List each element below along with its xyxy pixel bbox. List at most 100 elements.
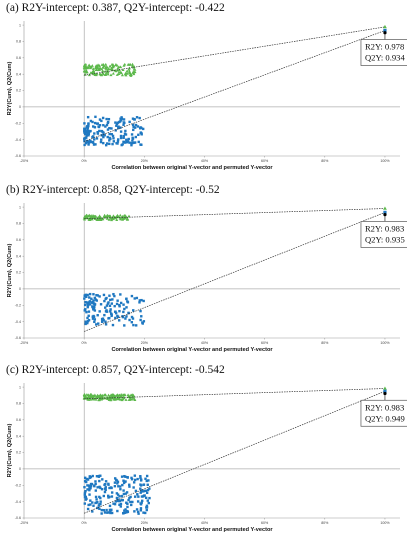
q2-permuted-point — [101, 116, 105, 120]
x-tick-label: 80% — [321, 521, 329, 525]
q2-permuted-point — [126, 510, 129, 513]
q2-original-point — [383, 210, 387, 215]
q2-permuted-point — [93, 132, 96, 135]
r2-permuted-point — [117, 397, 121, 401]
q2-permuted-point — [131, 139, 134, 142]
q2-permuted-point — [110, 491, 114, 494]
q2-permuted-point — [92, 299, 95, 302]
q2-permuted-point — [109, 310, 112, 313]
q2-permuted-point — [142, 490, 145, 493]
y-tick-label: 0.4 — [16, 72, 21, 76]
q2-permuted-point — [139, 318, 142, 322]
q2-permuted-point — [102, 124, 105, 127]
y-tick-label: -0.4 — [15, 500, 21, 504]
q2-permuted-point — [121, 483, 124, 487]
q2-permuted-point — [88, 292, 92, 296]
q2-permuted-point — [85, 310, 88, 314]
q2-permuted-point — [91, 501, 94, 504]
q2-permuted-point — [122, 303, 125, 306]
q2-permuted-point — [85, 497, 88, 501]
q2-permuted-point — [148, 487, 151, 490]
q2-permuted-point — [104, 125, 107, 128]
q2-permuted-point — [83, 143, 86, 147]
q2-permuted-point — [139, 126, 142, 129]
r2-permuted-point — [89, 397, 93, 401]
q2-permuted-point — [116, 509, 119, 513]
q2-permuted-point — [89, 119, 93, 123]
q2-permuted-point — [87, 310, 91, 313]
q2-permuted-point — [110, 313, 113, 316]
q2-permuted-point — [99, 140, 103, 144]
r2-permuted-point — [106, 213, 110, 217]
q2-permuted-point — [130, 476, 133, 480]
q2-permuted-point — [84, 141, 88, 145]
q2-permuted-point — [119, 119, 123, 122]
q2-permuted-point — [107, 494, 110, 498]
q2-permuted-point — [107, 117, 111, 121]
q2-permuted-point — [89, 129, 92, 133]
r2-permuted-point — [100, 397, 104, 401]
q2-permuted-point — [145, 504, 149, 508]
q2-permuted-point — [140, 495, 144, 498]
q2-permuted-point — [106, 121, 110, 125]
q2-permuted-point — [121, 498, 124, 502]
x-tick-label: 20% — [141, 521, 149, 525]
q2-permuted-point — [136, 500, 140, 503]
q2-permuted-point — [84, 300, 87, 304]
r2-original-point — [383, 386, 387, 390]
q2-permuted-point — [128, 483, 131, 486]
r2-permuted-point — [110, 395, 114, 399]
x-tick-label: -20% — [20, 341, 29, 345]
q2-permuted-point — [116, 498, 120, 502]
q2-permuted-point — [83, 476, 87, 480]
q2-permuted-point — [93, 309, 97, 312]
q2-permuted-point — [125, 297, 128, 301]
r2-permuted-point — [83, 395, 87, 399]
q2-permuted-point — [107, 317, 110, 320]
q2-permuted-point — [104, 297, 107, 301]
x-tick-label: 40% — [201, 341, 209, 345]
q2-permuted-point — [122, 118, 126, 121]
q2-permuted-point — [126, 505, 129, 509]
q2-permuted-point — [116, 314, 119, 318]
q2-permuted-point — [135, 508, 139, 511]
q2-permuted-point — [131, 137, 135, 140]
q2-permuted-point — [114, 316, 117, 320]
y-tick-label: -0.6 — [15, 154, 21, 158]
r2-permuted-point — [89, 217, 93, 220]
q2-permuted-point — [108, 508, 112, 512]
q2-permuted-point — [109, 486, 113, 489]
q2-original-point — [383, 389, 387, 393]
q2-permuted-point — [86, 507, 90, 511]
r2-permuted-point — [107, 218, 111, 221]
q2-permuted-point — [110, 314, 113, 318]
q2-permuted-point — [125, 138, 128, 141]
r2-permuted-point — [89, 392, 93, 396]
q2-permuted-point — [113, 477, 117, 480]
q2-permuted-point — [128, 141, 131, 144]
q2-permuted-point — [98, 503, 101, 506]
q2-permuted-point — [92, 125, 95, 128]
q2-permuted-point — [114, 500, 118, 503]
r2-permuted-point — [109, 67, 113, 71]
q2-permuted-point — [83, 297, 86, 300]
q2-permuted-point — [95, 299, 98, 302]
q2-permuted-point — [108, 304, 112, 308]
q2-permuted-point — [129, 500, 132, 504]
q2-permuted-point — [115, 492, 119, 495]
q2-permuted-point — [97, 504, 101, 507]
q2-permuted-point — [132, 323, 135, 327]
r2-permuted-point — [121, 68, 125, 72]
q2-permuted-point — [146, 483, 149, 486]
q2-permuted-point — [144, 489, 148, 493]
r2-permuted-point — [97, 215, 101, 219]
q2-permuted-point — [145, 479, 148, 483]
q2-permuted-point — [92, 307, 95, 311]
q2-permuted-point — [86, 316, 89, 320]
callout-marker — [383, 213, 387, 217]
q2-permuted-point — [122, 512, 125, 515]
q2-permuted-point — [122, 481, 126, 485]
q2-permuted-point — [128, 120, 131, 124]
q2-permuted-point — [139, 476, 142, 480]
q2-permuted-point — [104, 488, 107, 492]
